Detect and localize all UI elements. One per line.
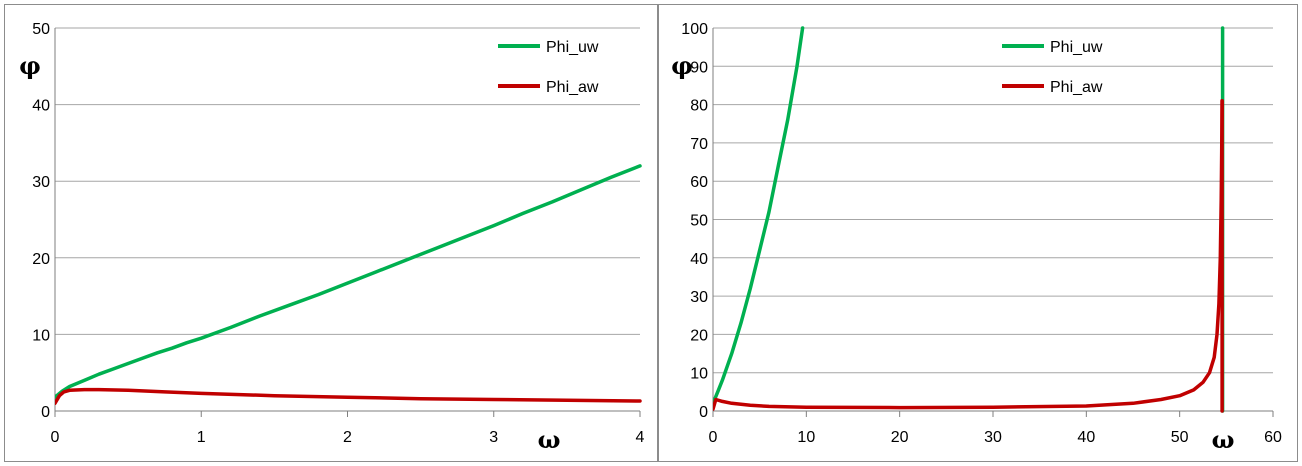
right-x-tick-label: 60 [1264,429,1282,446]
left-y-tick-label: 10 [32,327,50,344]
right-x-tick-label: 50 [1171,429,1189,446]
right-y-tick-label: 0 [699,404,708,421]
right-x-tick-label: 30 [984,429,1002,446]
right-y-axis-label: φ [671,51,693,80]
left-y-axis-label: φ [19,51,41,80]
left-x-tick-label: 4 [636,429,645,446]
left-legend-label-phi-aw: Phi_aw [546,79,599,96]
right-legend-label-phi-uw: Phi_uw [1050,39,1103,56]
right-legend-label-phi-aw: Phi_aw [1050,79,1103,96]
left-x-tick-label: 2 [343,429,352,446]
right-y-tick-label: 30 [690,289,708,306]
right-y-tick-label: 60 [690,174,708,191]
left-y-tick-label: 0 [41,404,50,421]
left-y-tick-label: 20 [32,251,50,268]
left-y-tick-label: 30 [32,174,50,191]
left-y-tick-label: 50 [32,21,50,38]
right-series-phi-uw [713,26,805,406]
right-y-tick-label: 100 [681,21,708,38]
left-series-phi-uw [55,164,642,399]
right-x-tick-label: 40 [1077,429,1095,446]
right-y-tick-label: 20 [690,327,708,344]
right-series-phi-aw [713,99,1224,411]
right-y-tick-label: 90 [690,59,708,76]
left-x-tick-label: 0 [51,429,60,446]
right-y-tick-label: 10 [690,366,708,383]
right-y-tick-label: 70 [690,136,708,153]
left-x-tick-label: 3 [489,429,498,446]
right-x-tick-label: 20 [891,429,909,446]
chart-panel-left [4,4,658,462]
right-y-tick-label: 40 [690,251,708,268]
right-x-axis-label: ω [1212,425,1235,454]
left-y-tick-label: 40 [32,98,50,115]
left-series-phi-aw [55,387,642,406]
right-y-tick-label: 50 [690,213,708,230]
right-y-tick-label: 80 [690,98,708,115]
right-x-tick-label: 0 [709,429,718,446]
right-x-tick-label: 10 [797,429,815,446]
left-x-tick-label: 1 [197,429,206,446]
left-x-axis-label: ω [538,425,561,454]
left-legend-label-phi-uw: Phi_uw [546,39,599,56]
